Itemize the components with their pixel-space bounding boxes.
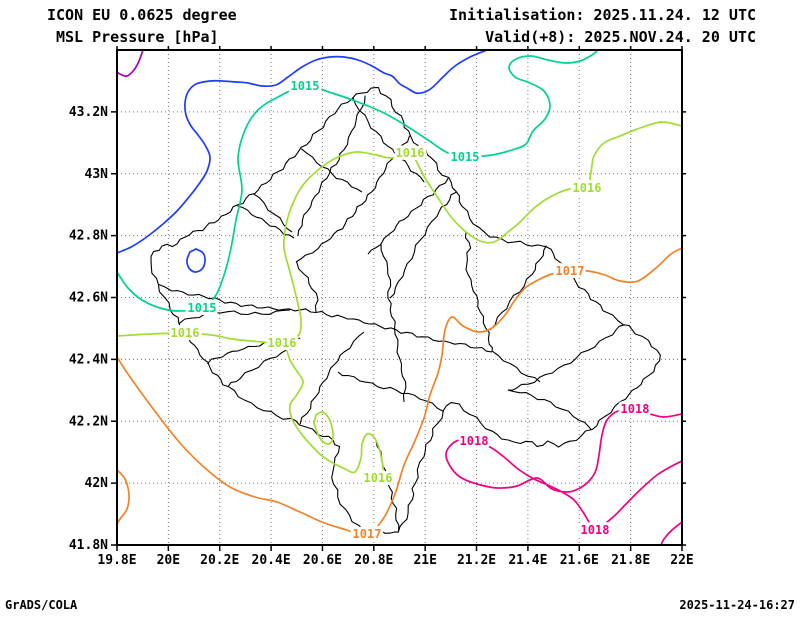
municipal-border [489,245,547,331]
municipal-border [380,243,407,403]
lat-tick-label: 42.6N [69,291,108,306]
municipal-border [299,331,365,425]
municipal-border [296,261,319,313]
creation-timestamp: 2025-11-24-16:27 [679,598,795,612]
isobar-1018 [445,407,683,531]
municipal-border [295,135,411,263]
contour-label-1018: 1018 [460,434,489,448]
lon-tick-label: 20.2E [200,553,239,568]
axis-labels: 19.8E 20E 20.2E 20.4E 20.6E 20.8E 21E 21.2E 21.4… [69,105,694,568]
contour-label-1015: 1015 [291,79,320,93]
init-time-label: Initialisation: 2025.11.24. 12 UTC [448,6,756,24]
contour-label-1016: 1016 [364,471,393,485]
municipal-border [206,337,301,365]
contour-label-1016: 1016 [396,146,425,160]
isobar-1017 [116,469,130,525]
grid-lines [117,50,682,545]
field-title: MSL Pressure [hPa] [56,28,219,46]
municipal-border [297,95,366,237]
isobar-1013 [116,49,144,77]
municipal-border [492,350,541,383]
lon-tick-label: 21E [413,553,436,568]
contour-label-1017: 1017 [556,264,585,278]
lon-tick-label: 21.6E [560,553,599,568]
isobar-1014 [116,49,488,254]
lon-tick-label: 22E [670,553,693,568]
isobar-1014 [186,248,206,273]
kosovo-outline [150,86,661,534]
lon-tick-label: 21.4E [508,553,547,568]
country-borders [150,86,661,534]
municipal-border [389,191,457,299]
isobar-1016 [283,339,385,479]
contour-label-1015: 1015 [188,301,217,315]
contour-label-1018: 1018 [581,523,610,537]
municipal-border [464,231,493,353]
municipal-border [375,439,400,532]
lat-tick-label: 42N [85,476,109,491]
lon-tick-label: 21.8E [611,553,650,568]
contour-label-1017: 1017 [353,527,382,541]
lat-tick-label: 41.8N [69,538,108,553]
contour-label-1016: 1016 [268,336,297,350]
contour-label-1016: 1016 [171,326,200,340]
municipal-border [300,148,363,193]
municipal-border [178,309,291,325]
municipal-border [352,97,425,183]
lat-tick-label: 42.8N [69,229,108,244]
lat-tick-label: 42.2N [69,414,108,429]
isobar-1016 [116,121,683,345]
municipal-border [507,324,625,391]
lon-tick-label: 20.8E [354,553,393,568]
municipal-border [158,283,493,353]
lon-tick-label: 21.2E [457,553,496,568]
municipal-border [507,389,592,431]
isobar-1017 [116,247,683,536]
contour-value-labels: 1015 1015 1015 1016 1016 1016 1016 1016 1017 1017… [168,76,653,544]
contour-label-1016: 1016 [573,181,602,195]
municipal-border [237,205,295,239]
lat-tick-label: 42.4N [69,352,108,367]
contour-label-1015: 1015 [451,150,480,164]
lon-tick-label: 20.4E [252,553,291,568]
grads-credit: GrADS/COLA [5,598,78,612]
pressure-contours [116,49,683,546]
lat-tick-label: 43N [85,167,109,182]
isobar-1016 [313,411,335,445]
lat-tick-label: 43.2N [69,105,108,120]
municipal-border [337,371,444,412]
lon-tick-label: 20.6E [303,553,342,568]
municipal-border [367,177,449,255]
isobar-1018 [660,521,683,546]
lon-tick-label: 19.8E [97,553,136,568]
plot-frame [116,49,683,546]
valid-time-label: Valid(+8): 2025.NOV.24. 20 UTC [485,28,756,46]
lon-tick-label: 20E [157,553,180,568]
isobar-1015 [116,49,599,312]
model-title: ICON EU 0.0625 degree [47,6,237,24]
contour-label-1018: 1018 [621,402,650,416]
